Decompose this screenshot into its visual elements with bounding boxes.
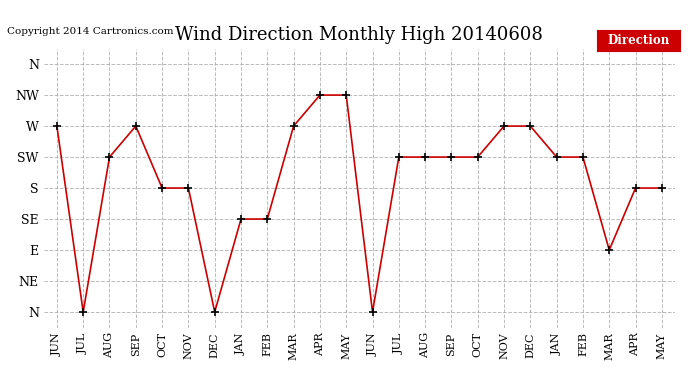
Text: Direction: Direction <box>607 34 669 47</box>
Title: Wind Direction Monthly High 20140608: Wind Direction Monthly High 20140608 <box>175 26 543 44</box>
Text: Copyright 2014 Cartronics.com: Copyright 2014 Cartronics.com <box>7 27 173 36</box>
